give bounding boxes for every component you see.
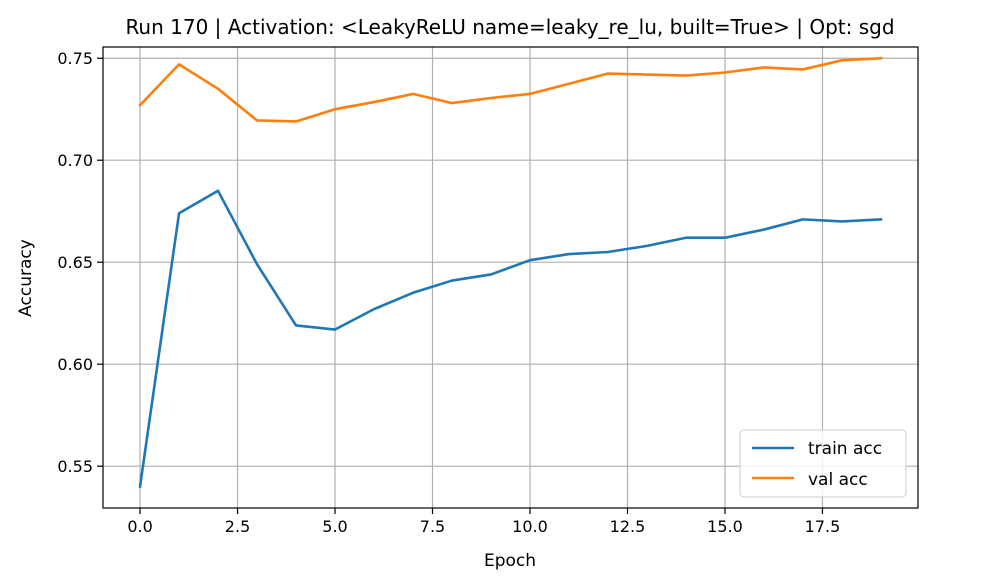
x-tick-label: 15.0 [707, 517, 743, 536]
legend-label-val-acc: val acc [808, 470, 868, 490]
y-tick-label: 0.55 [57, 457, 93, 476]
legend: train acc val acc [739, 429, 907, 498]
grid [103, 47, 918, 508]
series-line-val-acc [138, 56, 883, 123]
chart-title: Run 170 | Activation: <LeakyReLU name=le… [125, 15, 894, 39]
plot-frame [102, 46, 919, 509]
x-tick-label: 2.5 [225, 517, 250, 536]
axis-ticks: 0.0 2.5 5.0 7.5 10.0 12.5 15.0 17.5 0.55 0.60 0.65… [57, 49, 840, 536]
y-tick-label: 0.60 [57, 355, 93, 374]
series-lines [138, 56, 883, 489]
x-axis-label: Epoch [484, 551, 536, 571]
y-tick-label: 0.75 [57, 49, 93, 68]
y-tick-label: 0.65 [57, 253, 93, 272]
y-tick-label: 0.70 [57, 151, 93, 170]
x-tick-label: 7.5 [420, 517, 445, 536]
x-tick-label: 0.0 [127, 517, 152, 536]
x-tick-label: 10.0 [512, 517, 548, 536]
x-tick-label: 17.5 [805, 517, 841, 536]
x-tick-label: 5.0 [322, 517, 347, 536]
x-tick-label: 12.5 [610, 517, 646, 536]
y-axis-label: Accuracy [16, 239, 36, 317]
series-line-train-acc [138, 189, 883, 489]
legend-label-train-acc: train acc [808, 439, 882, 459]
